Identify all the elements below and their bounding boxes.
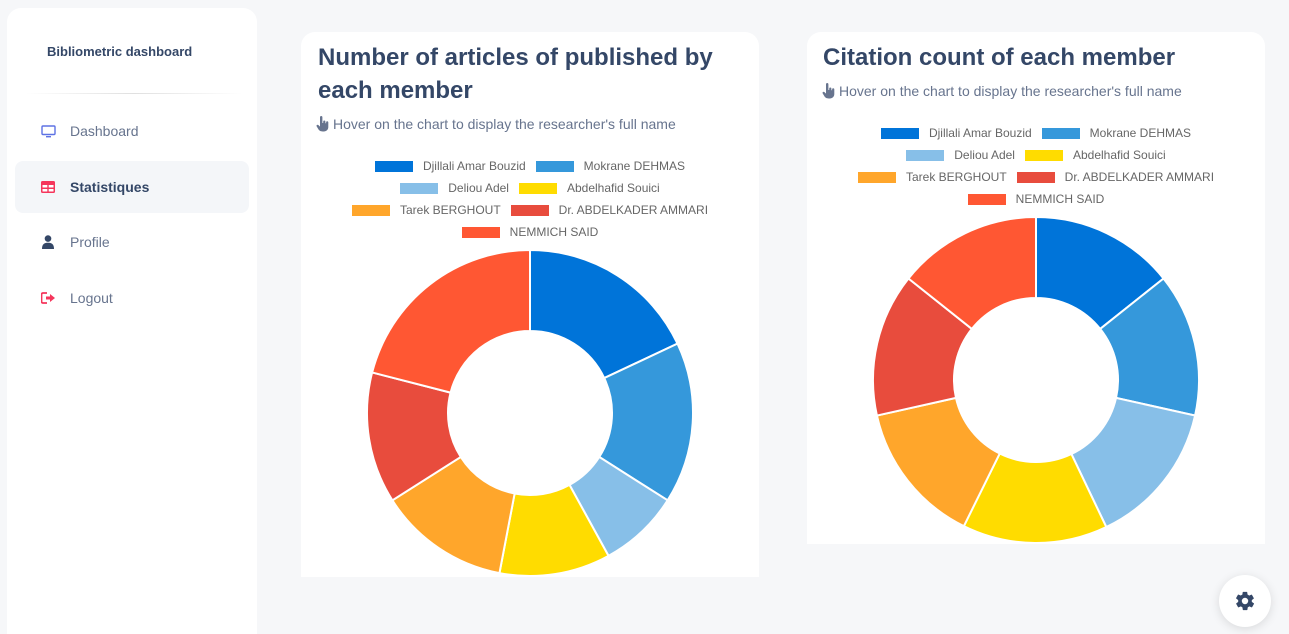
user-icon — [39, 233, 57, 251]
card-title: Number of articles of published by each … — [318, 44, 713, 104]
citations-donut-chart[interactable] — [871, 215, 1201, 545]
sidebar-item-dashboard[interactable]: Dashboard — [15, 105, 249, 157]
legend-item[interactable]: Djillali Amar Bouzid — [880, 126, 1032, 140]
donut-slice[interactable] — [529, 248, 679, 380]
legend-item[interactable]: Mokrane DEHMAS — [535, 159, 685, 173]
brand-title[interactable]: Bibliometric dashboard — [47, 44, 193, 59]
gear-icon — [1236, 591, 1255, 611]
donut-slice[interactable] — [597, 342, 694, 502]
legend-item[interactable]: Abdelhafid Souici — [518, 181, 660, 195]
legend-item[interactable]: NEMMICH SAID — [967, 192, 1104, 206]
logout-icon — [39, 289, 57, 307]
monitor-icon — [39, 122, 57, 140]
legend-item[interactable]: Mokrane DEHMAS — [1041, 126, 1191, 140]
donut-slice[interactable] — [370, 248, 531, 394]
chart-legend: Deliou Adel Abdelhafid Souici — [807, 148, 1265, 162]
settings-button[interactable] — [1219, 575, 1271, 627]
sidebar-item-label: Statistiques — [70, 179, 150, 195]
chart-legend: Tarek BERGHOUT Dr. ABDELKADER AMMARI — [301, 203, 759, 217]
legend-item[interactable]: Abdelhafid Souici — [1024, 148, 1166, 162]
sidebar-item-label: Logout — [70, 290, 113, 306]
sidebar-item-label: Profile — [70, 234, 110, 250]
legend-item[interactable]: Dr. ABDELKADER AMMARI — [510, 203, 708, 217]
legend-item[interactable]: Deliou Adel — [400, 181, 509, 195]
table-icon — [39, 178, 57, 196]
legend-item[interactable]: Tarek BERGHOUT — [857, 170, 1007, 184]
card-hint: Hover on the chart to display the resear… — [822, 83, 1182, 99]
legend-item[interactable]: Djillali Amar Bouzid — [374, 159, 526, 173]
card-hint: Hover on the chart to display the resear… — [316, 116, 676, 132]
citations-chart-card: Citation count of each member Hover on t… — [807, 32, 1265, 544]
legend-item[interactable]: NEMMICH SAID — [461, 225, 598, 239]
sidebar-item-logout[interactable]: Logout — [15, 272, 249, 324]
chart-legend: Djillali Amar Bouzid Mokrane DEHMAS — [301, 159, 759, 173]
sidebar-item-statistiques[interactable]: Statistiques — [15, 161, 249, 213]
chart-legend: Deliou Adel Abdelhafid Souici — [301, 181, 759, 195]
chart-legend: Djillali Amar Bouzid Mokrane DEHMAS — [807, 126, 1265, 140]
hint-text: Hover on the chart to display the resear… — [839, 83, 1182, 99]
chart-legend: NEMMICH SAID — [301, 225, 759, 239]
sidebar-item-profile[interactable]: Profile — [15, 216, 249, 268]
legend-item[interactable]: Tarek BERGHOUT — [351, 203, 501, 217]
legend-item[interactable]: Deliou Adel — [906, 148, 1015, 162]
legend-item[interactable]: Dr. ABDELKADER AMMARI — [1016, 170, 1214, 184]
donut-slice[interactable] — [907, 215, 1037, 331]
hint-text: Hover on the chart to display the resear… — [333, 116, 676, 132]
card-title: Citation count of each member — [823, 44, 1176, 71]
chart-legend: NEMMICH SAID — [807, 192, 1265, 206]
divider — [25, 93, 243, 94]
hand-pointer-icon — [316, 116, 329, 132]
sidebar: Bibliometric dashboard Dashboard Statist… — [7, 8, 257, 634]
sidebar-item-label: Dashboard — [70, 123, 139, 139]
hand-pointer-icon — [822, 83, 835, 99]
chart-legend: Tarek BERGHOUT Dr. ABDELKADER AMMARI — [807, 170, 1265, 184]
articles-donut-chart[interactable] — [365, 248, 695, 578]
articles-chart-card: Number of articles of published by each … — [301, 32, 759, 577]
